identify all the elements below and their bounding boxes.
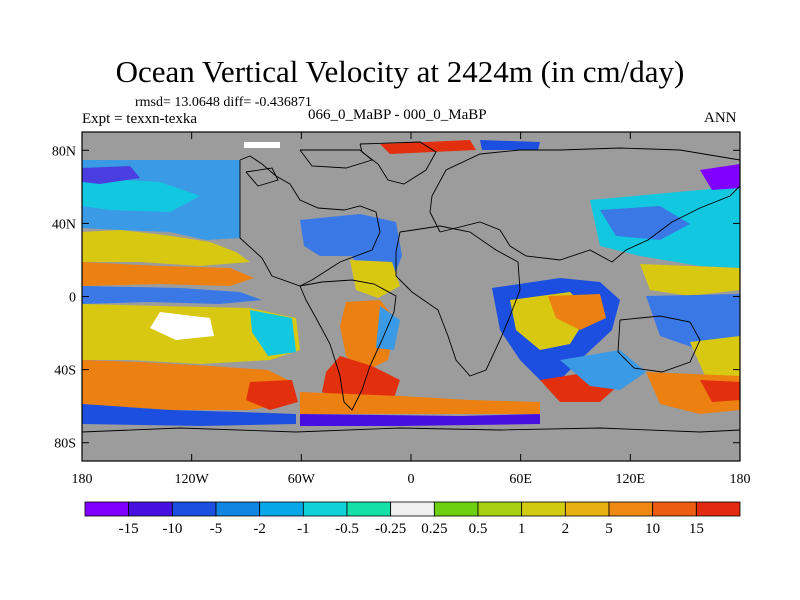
- coastlines: [82, 141, 740, 433]
- colorbar-box: [390, 501, 435, 517]
- x-tick-label: 0: [408, 472, 415, 487]
- colorbar-label: -0.5: [335, 521, 359, 537]
- colorbar-label: 10: [645, 521, 660, 537]
- y-tick-label: 40S: [54, 364, 76, 379]
- colorbar-label: -5: [210, 521, 223, 537]
- colorbar-label: -0.25: [375, 521, 406, 537]
- y-tick-label: 40N: [52, 217, 76, 232]
- colorbar: -15 -10 -5 -2 -1 -0.5 -0.25 0.25 0.5 1 2 5 10 15: [84, 501, 741, 537]
- colorbar-label: 0.25: [421, 521, 447, 537]
- colorbar-label: 15: [689, 521, 704, 537]
- stats-label: rmsd= 13.0648 diff= -0.436871: [135, 95, 312, 110]
- period-label: 066_0_MaBP - 000_0_MaBP: [308, 107, 487, 123]
- colorbar-label: 5: [605, 521, 613, 537]
- x-tick-label: 120W: [175, 472, 210, 487]
- colorbar-box: [346, 501, 392, 517]
- latitude-axis: 80N 40N 0 40S 80S: [52, 144, 740, 452]
- colorbar-box: [302, 501, 348, 517]
- colorbar-box: [477, 501, 523, 517]
- colorbar-box: [215, 501, 261, 517]
- longitude-axis: 180 120W 60W 0 60E 120E 180: [72, 132, 751, 487]
- colorbar-box: [521, 501, 566, 517]
- x-tick-label: 60E: [509, 472, 532, 487]
- colorbar-box: [652, 501, 697, 517]
- x-tick-label: 180: [730, 472, 751, 487]
- colorbar-label: -1: [297, 521, 310, 537]
- experiment-label: Expt = texxn-texka: [82, 111, 198, 127]
- colorbar-box: [84, 501, 130, 517]
- y-tick-label: 80N: [52, 144, 76, 159]
- colorbar-box: [695, 501, 741, 517]
- colorbar-label: 2: [562, 521, 570, 537]
- colorbar-box: [608, 501, 654, 517]
- colorbar-label: -15: [119, 521, 139, 537]
- y-tick-label: 0: [69, 291, 76, 306]
- colorbar-box: [564, 501, 610, 517]
- y-tick-label: 80S: [54, 437, 76, 452]
- colorbar-label: 0.5: [469, 521, 488, 537]
- colorbar-label: -2: [253, 521, 266, 537]
- colorbar-box: [259, 501, 304, 517]
- figure-title: Ocean Vertical Velocity at 2424m (in cm/…: [115, 54, 685, 89]
- colorbar-label: 1: [518, 521, 526, 537]
- colorbar-label: -10: [162, 521, 182, 537]
- colorbar-box: [433, 501, 479, 517]
- season-label: ANN: [704, 110, 737, 126]
- x-tick-label: 60W: [288, 472, 316, 487]
- colorbar-box: [128, 501, 173, 517]
- x-tick-label: 180: [72, 472, 93, 487]
- x-tick-label: 120E: [616, 472, 646, 487]
- colorbar-box: [171, 501, 217, 517]
